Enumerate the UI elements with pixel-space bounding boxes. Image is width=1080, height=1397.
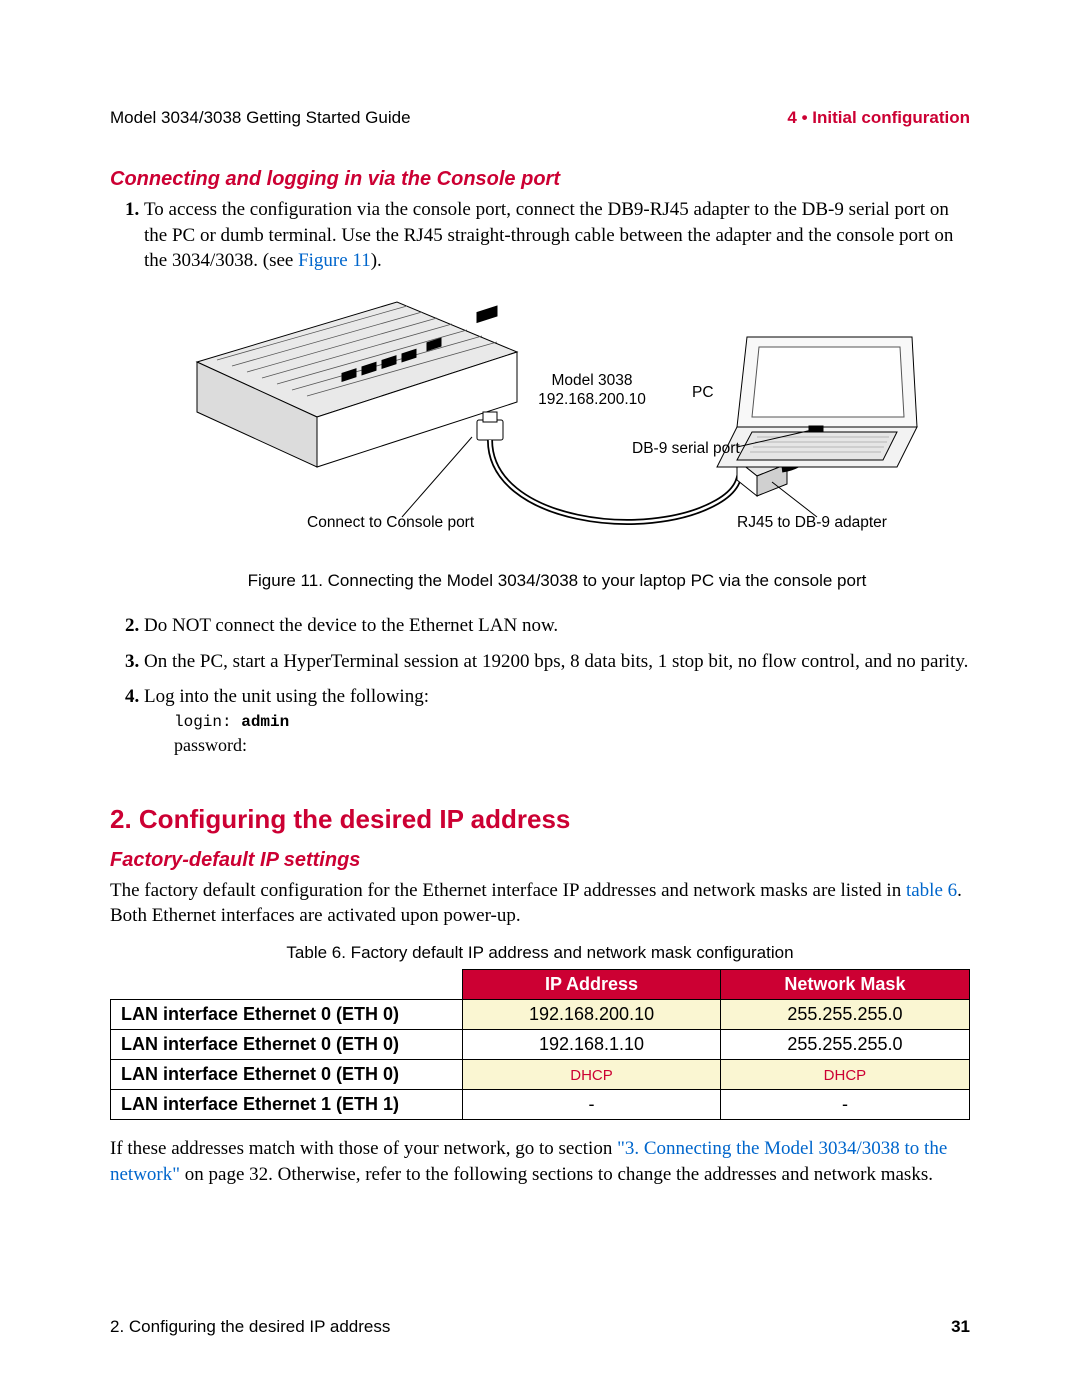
- table-6: IP Address Network Mask LAN interface Et…: [110, 969, 970, 1120]
- step-4-text: Log into the unit using the following:: [144, 686, 429, 707]
- diag-label-console: Connect to Console port: [307, 514, 474, 533]
- row-mask: 255.255.255.0: [720, 999, 969, 1029]
- dhcp-text: DHCP: [570, 1067, 613, 1084]
- steps-list: To access the configuration via the cons…: [110, 197, 970, 758]
- diag-model-ip: 192.168.200.10: [538, 391, 646, 408]
- diag-label-pc: PC: [692, 384, 714, 403]
- login-line: login: admin: [174, 712, 970, 734]
- row-ip: DHCP: [463, 1059, 721, 1089]
- step-2-text: Do NOT connect the device to the Etherne…: [144, 615, 558, 636]
- step-3: On the PC, start a HyperTerminal session…: [144, 649, 970, 675]
- row-ip: 192.168.200.10: [463, 999, 721, 1029]
- figure-11-caption: Figure 11. Connecting the Model 3034/303…: [144, 570, 970, 593]
- step-3-text: On the PC, start a HyperTerminal session…: [144, 651, 968, 672]
- table-row: LAN interface Ethernet 0 (ETH 0) 192.168…: [111, 1029, 970, 1059]
- row-label: LAN interface Ethernet 0 (ETH 0): [111, 1029, 463, 1059]
- para-after-table: If these addresses match with those of y…: [110, 1136, 970, 1187]
- heading-section-2: 2. Configuring the desired IP address: [110, 804, 970, 835]
- table-header-blank: [111, 969, 463, 999]
- step-2: Do NOT connect the device to the Etherne…: [144, 613, 970, 639]
- login-user: admin: [241, 713, 289, 731]
- table-row: LAN interface Ethernet 0 (ETH 0) 192.168…: [111, 999, 970, 1029]
- step-1-text-a: To access the configuration via the cons…: [144, 199, 953, 271]
- row-ip: -: [463, 1089, 721, 1119]
- para2-a: If these addresses match with those of y…: [110, 1138, 617, 1159]
- col-ip: IP Address: [463, 969, 721, 999]
- row-label: LAN interface Ethernet 0 (ETH 0): [111, 999, 463, 1029]
- login-block: login: admin password:: [174, 712, 970, 758]
- table-6-caption: Table 6. Factory default IP address and …: [110, 943, 970, 963]
- header-left: Model 3034/3038 Getting Started Guide: [110, 108, 411, 128]
- diag-label-model: Model 3038 192.168.200.10: [532, 372, 652, 409]
- subheading-console: Connecting and logging in via the Consol…: [110, 168, 970, 191]
- table-6-link[interactable]: table 6: [906, 880, 957, 901]
- diag-label-db9: DB-9 serial port: [632, 440, 740, 459]
- page: Model 3034/3038 Getting Started Guide 4 …: [0, 0, 1080, 1397]
- password-label: password:: [174, 733, 970, 757]
- step-1: To access the configuration via the cons…: [144, 197, 970, 593]
- table-row: LAN interface Ethernet 0 (ETH 0) DHCP DH…: [111, 1059, 970, 1089]
- table-header-row: IP Address Network Mask: [111, 969, 970, 999]
- row-label: LAN interface Ethernet 1 (ETH 1): [111, 1089, 463, 1119]
- figure-11-link[interactable]: Figure 11: [298, 250, 371, 271]
- row-label: LAN interface Ethernet 0 (ETH 0): [111, 1059, 463, 1089]
- running-header: Model 3034/3038 Getting Started Guide 4 …: [110, 108, 970, 128]
- figure-11: Model 3038 192.168.200.10 PC DB-9 serial…: [144, 292, 970, 562]
- page-number: 31: [951, 1317, 970, 1337]
- row-mask: 255.255.255.0: [720, 1029, 969, 1059]
- step-1-text-b: ).: [371, 250, 382, 271]
- subheading-factory: Factory-default IP settings: [110, 849, 970, 872]
- row-ip: 192.168.1.10: [463, 1029, 721, 1059]
- para-factory: The factory default configuration for th…: [110, 878, 970, 929]
- diagram-wrap: Model 3038 192.168.200.10 PC DB-9 serial…: [177, 292, 937, 562]
- para2-b: on page 32. Otherwise, refer to the foll…: [180, 1164, 933, 1185]
- para-factory-a: The factory default configuration for th…: [110, 880, 906, 901]
- dhcp-text: DHCP: [824, 1067, 867, 1084]
- row-mask: DHCP: [720, 1059, 969, 1089]
- diag-model-name: Model 3038: [551, 372, 632, 389]
- footer-left: 2. Configuring the desired IP address: [110, 1317, 390, 1337]
- col-mask: Network Mask: [720, 969, 969, 999]
- login-prompt: login:: [174, 713, 241, 731]
- row-mask: -: [720, 1089, 969, 1119]
- table-row: LAN interface Ethernet 1 (ETH 1) - -: [111, 1089, 970, 1119]
- step-4: Log into the unit using the following: l…: [144, 684, 970, 758]
- diag-label-adapter: RJ45 to DB-9 adapter: [737, 514, 887, 533]
- running-footer: 2. Configuring the desired IP address 31: [110, 1317, 970, 1337]
- header-right: 4 • Initial configuration: [787, 108, 970, 128]
